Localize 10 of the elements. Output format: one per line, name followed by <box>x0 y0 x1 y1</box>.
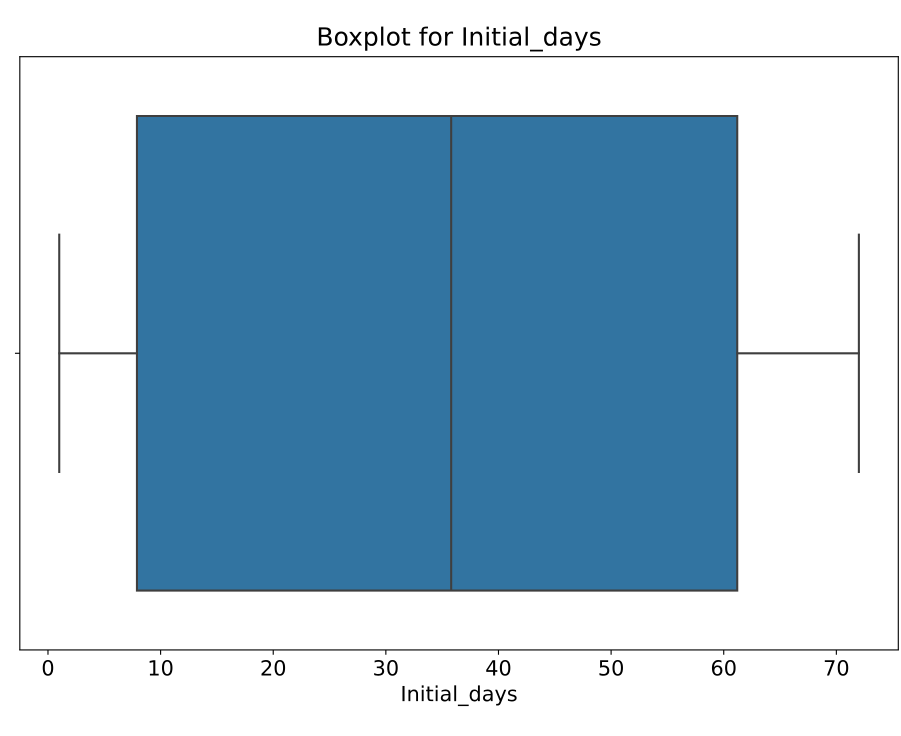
x-tick-label: 70 <box>824 660 848 676</box>
x-axis-title: Initial_days <box>402 685 517 706</box>
x-tick-label: 0 <box>42 660 54 676</box>
x-tick-label: 50 <box>599 660 623 676</box>
x-tick-label: 30 <box>374 660 398 676</box>
x-tick-label: 40 <box>486 660 510 676</box>
x-tick-label: 60 <box>712 660 736 676</box>
chart-title: Boxplot for Initial_days <box>318 26 600 52</box>
x-tick-label: 10 <box>150 660 172 676</box>
x-tick-label: 20 <box>262 660 286 676</box>
